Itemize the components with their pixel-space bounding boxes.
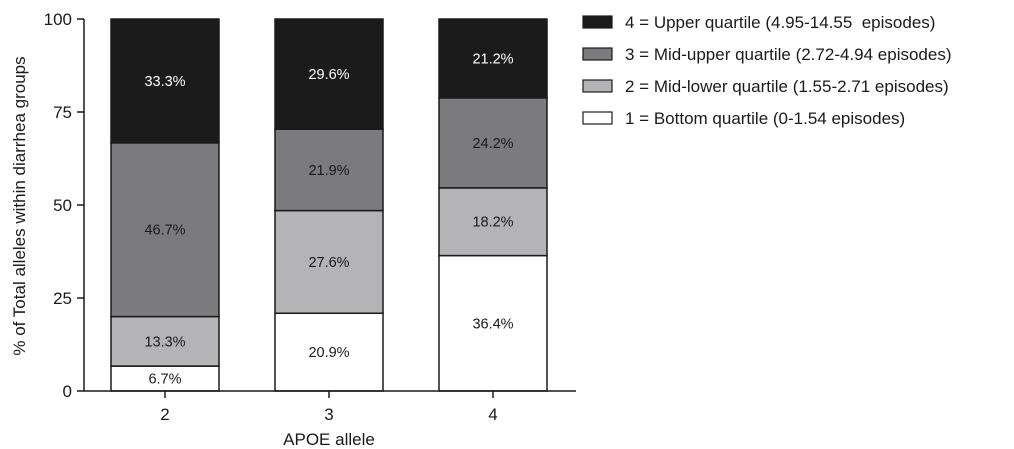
x-tick-label: 4 [488, 405, 497, 424]
bar-segment [110, 18, 220, 144]
legend-item: 2 = Mid-lower quartile (1.55-2.71 episod… [582, 77, 949, 96]
bar-segment [274, 18, 384, 130]
legend-swatch [582, 79, 613, 93]
bar-segment [110, 365, 220, 392]
bar-value-label: 27.6% [308, 255, 349, 271]
y-axis-title: % of Total alleles within diarrhea group… [10, 56, 29, 355]
legend-item: 4 = Upper quartile (4.95-14.55 episodes) [582, 13, 935, 32]
legend-item: 1 = Bottom quartile (0-1.54 episodes) [582, 109, 905, 128]
bar-value-label: 33.3% [144, 74, 185, 90]
y-tick-label: 100 [44, 10, 72, 29]
bar-value-label: 6.7% [148, 372, 181, 388]
y-tick-label: 50 [53, 196, 72, 215]
bar-value-label: 46.7% [144, 223, 185, 239]
legend-item: 3 = Mid-upper quartile (2.72-4.94 episod… [582, 45, 952, 64]
bar-value-label: 29.6% [308, 67, 349, 83]
y-tick-label: 0 [63, 382, 72, 401]
x-tick-label: 3 [324, 405, 333, 424]
x-axis: 2 3 4 [84, 390, 576, 424]
y-axis: 0 25 50 75 100 [44, 10, 85, 401]
x-axis-title: APOE allele [283, 430, 375, 449]
legend-swatch [582, 15, 613, 29]
legend-label: 3 = Mid-upper quartile (2.72-4.94 episod… [625, 45, 952, 64]
bar-value-label: 36.4% [472, 316, 513, 332]
legend-label: 2 = Mid-lower quartile (1.55-2.71 episod… [625, 77, 949, 96]
x-tick-label: 2 [160, 405, 169, 424]
bar-value-label: 24.2% [472, 136, 513, 152]
bars [110, 18, 548, 392]
bar-value-label: 13.3% [144, 334, 185, 350]
bar-segment [274, 128, 384, 212]
bar-value-label: 18.2% [472, 215, 513, 231]
bar-segment [438, 97, 548, 189]
bar-value-label: 21.9% [308, 163, 349, 179]
legend: 4 = Upper quartile (4.95-14.55 episodes)… [582, 13, 952, 128]
legend-swatch [582, 111, 613, 125]
bar-segment [110, 315, 220, 367]
bar-value-label: 21.2% [472, 51, 513, 67]
y-tick-label: 75 [53, 103, 72, 122]
legend-label: 1 = Bottom quartile (0-1.54 episodes) [625, 109, 905, 128]
bar-value-label: 20.9% [308, 345, 349, 361]
bar-labels: 6.7% 13.3% 46.7% 33.3% 20.9% 27.6% 21.9% 29.6% 3… [144, 51, 513, 387]
bar-segment [274, 209, 384, 315]
y-tick-label: 25 [53, 289, 72, 308]
bar-segment [438, 187, 548, 257]
bar-segment [438, 18, 548, 99]
legend-label: 4 = Upper quartile (4.95-14.55 episodes) [625, 13, 935, 32]
plot-area: 6.7% 13.3% 46.7% 33.3% 20.9% 27.6% 21.9% 29.6% 3… [110, 18, 548, 392]
legend-swatch [582, 47, 613, 61]
